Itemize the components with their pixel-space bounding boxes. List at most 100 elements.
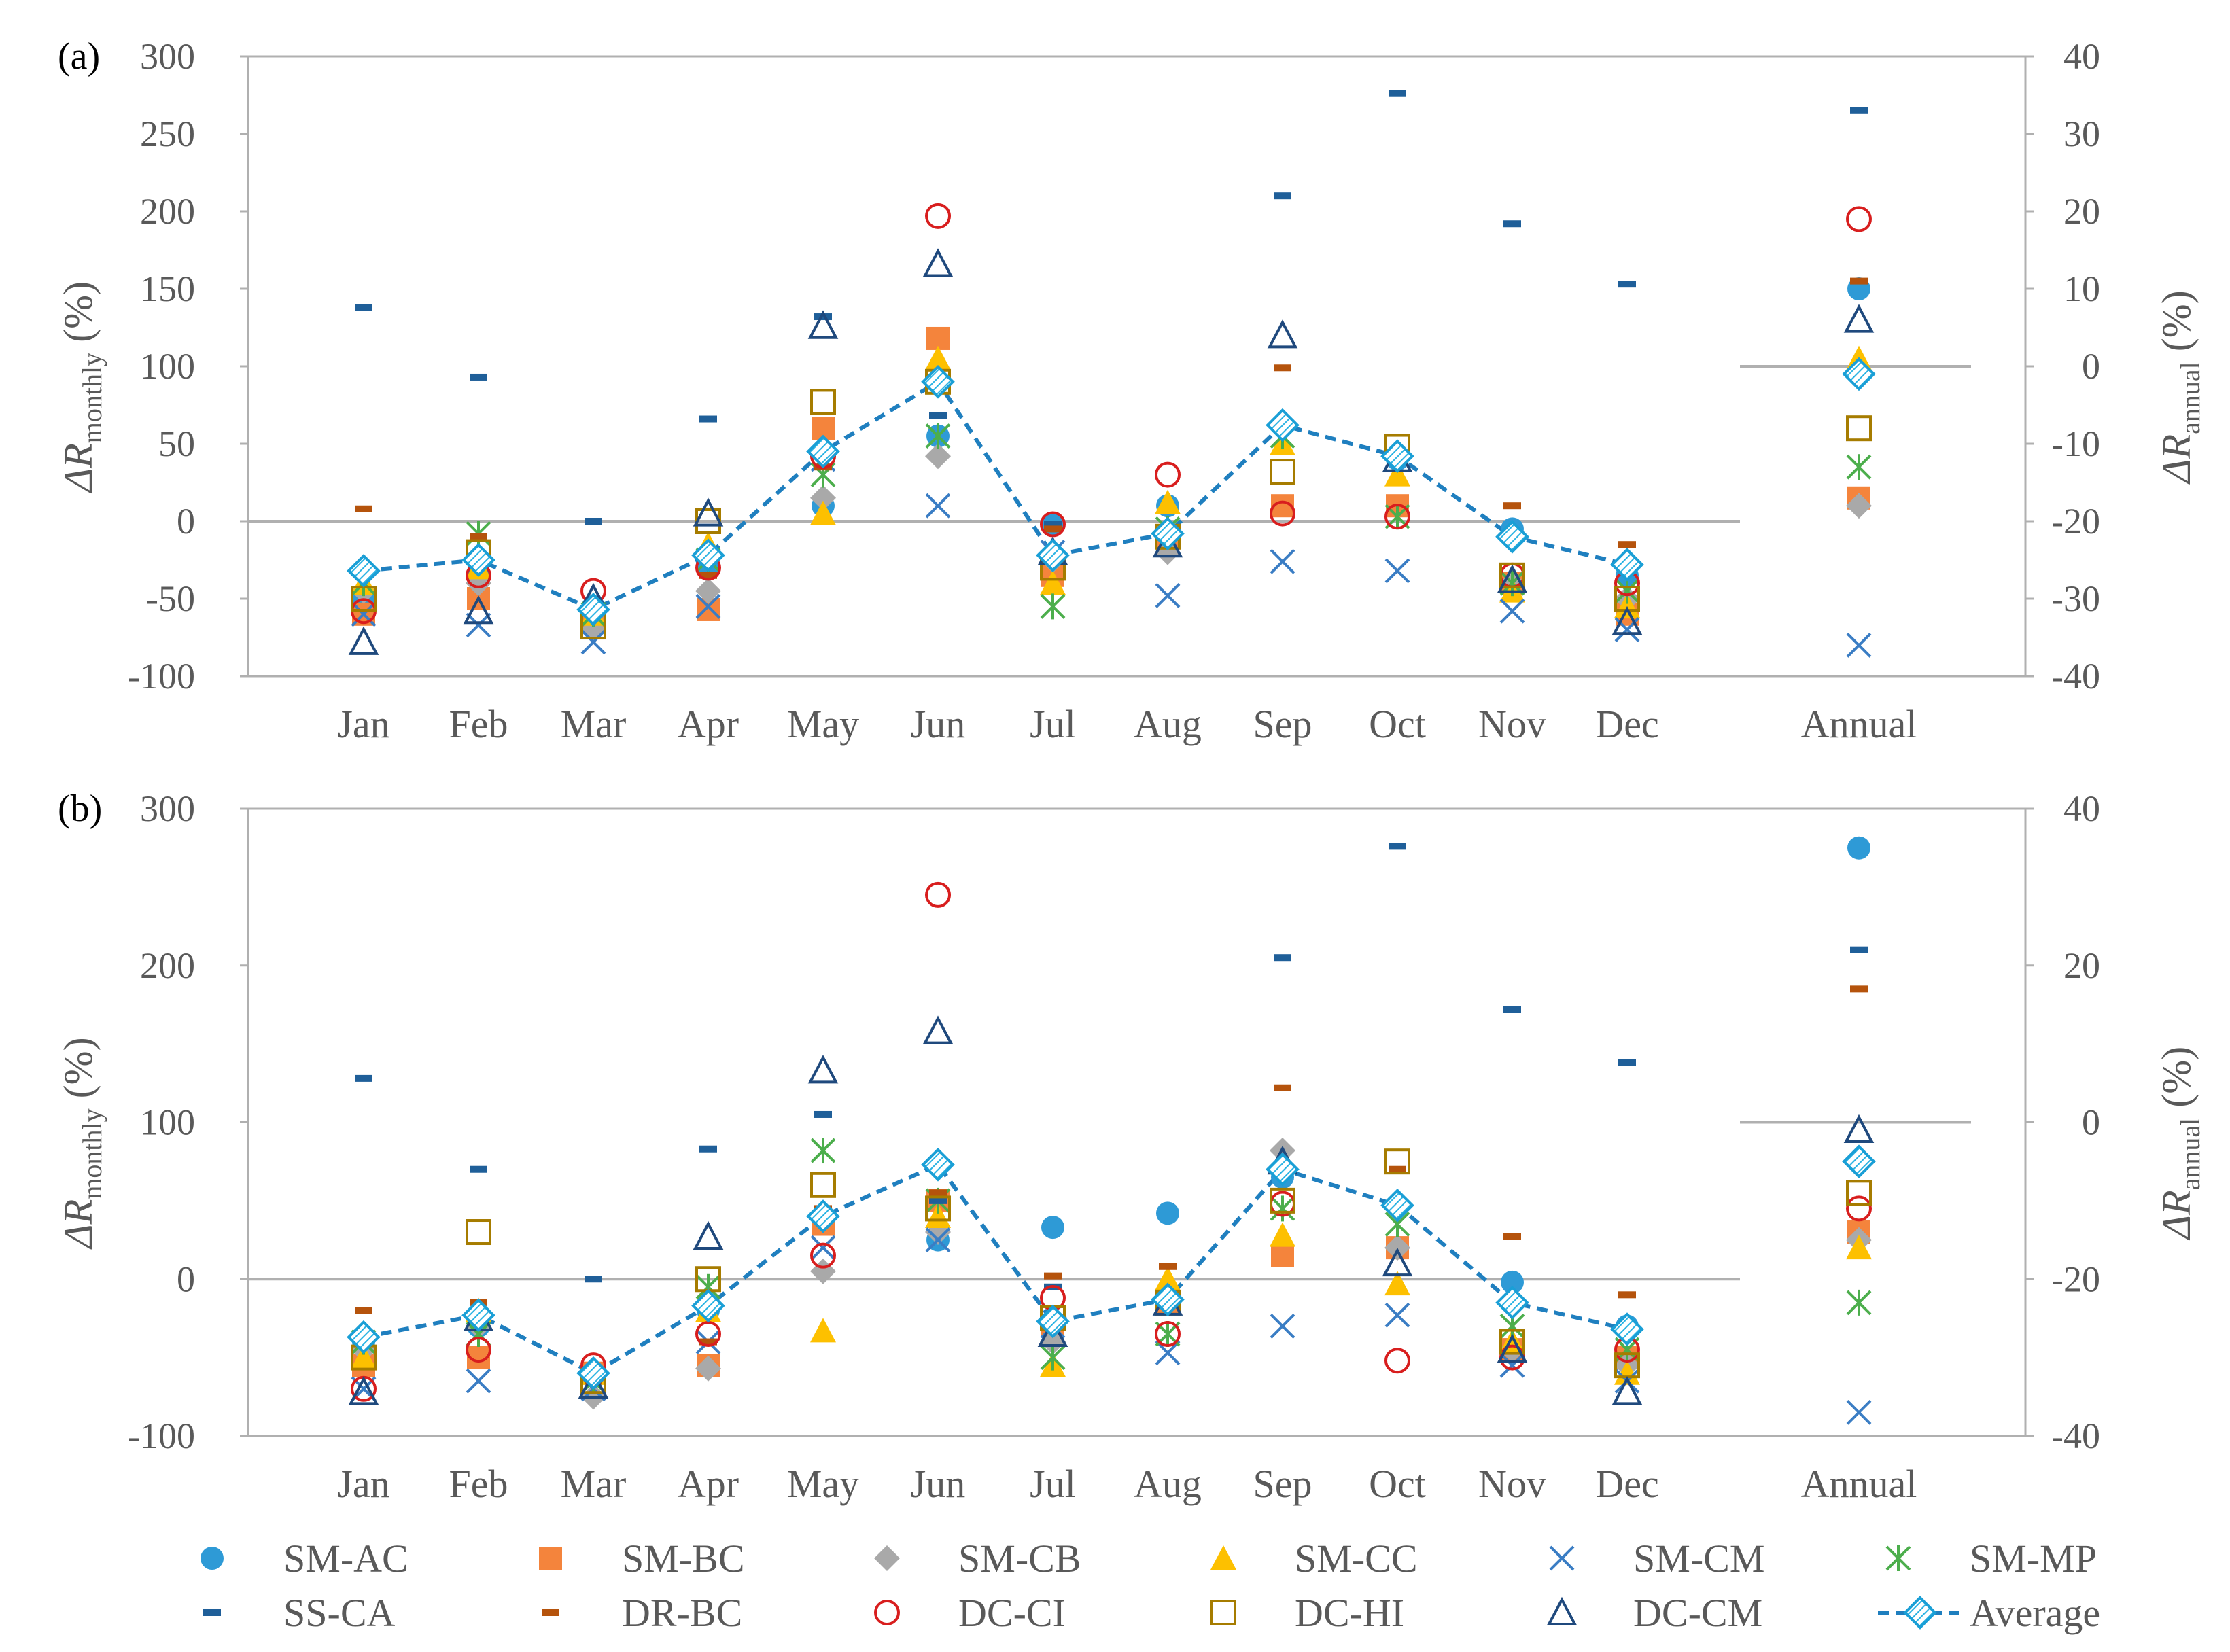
point-sm-cm-mar-stroke	[580, 629, 606, 655]
point-dc-hi-sep	[1270, 1187, 1295, 1214]
point-sm-cm-oct	[1384, 1302, 1410, 1328]
y2-tick-label: 20	[2063, 945, 2100, 986]
point-dc-cm-mar	[578, 1369, 609, 1399]
legend-item-sm-cb: SM-CB	[874, 1536, 1081, 1581]
x-tick-label-oct: Oct	[1369, 702, 1426, 746]
point-dc-ci-sep	[1270, 500, 1295, 527]
point-dr-bc-annual	[1850, 985, 1868, 993]
y-tick-label: 0	[177, 501, 195, 542]
point-ss-ca-may	[814, 1110, 832, 1118]
point-sm-cm-aug	[1155, 1340, 1181, 1366]
point-average-feb	[461, 543, 495, 577]
x-tick-label-mar: Mar	[561, 1462, 627, 1506]
x-tick-label-oct: Oct	[1369, 1462, 1426, 1506]
point-average-sep	[1266, 1152, 1300, 1187]
series-sm-mp	[351, 1138, 1872, 1394]
y2-axis-label-sub: annual	[2175, 362, 2206, 434]
y-tick-label: 300	[140, 36, 195, 77]
point-average-feb	[461, 1298, 495, 1333]
point-average-oct	[1380, 439, 1414, 474]
legend-marker-sm-cb	[874, 1545, 900, 1571]
point-sm-ac-annual	[1847, 836, 1870, 860]
point-sm-cm-annual-stroke	[1846, 1399, 1872, 1425]
legend-label-dc-hi: DC-HI	[1295, 1591, 1404, 1635]
point-ss-ca-jan	[355, 1074, 372, 1082]
y2-axis-label-main: ΔR	[2154, 1190, 2199, 1240]
x-tick-label-dec: Dec	[1595, 702, 1658, 746]
point-ss-ca-jun	[929, 412, 947, 419]
point-average-apr	[691, 538, 725, 572]
point-dc-cm-jan	[348, 1376, 379, 1405]
y2-axis-label-unit: (%)	[2154, 290, 2199, 362]
series-dr-bc	[355, 277, 1868, 610]
point-dr-bc-jul	[1044, 1272, 1062, 1280]
point-sm-cc-sep	[1270, 1222, 1295, 1247]
point-dc-cm-feb	[463, 595, 494, 625]
point-ss-ca-oct	[1389, 90, 1406, 97]
x-tick-label-jan: Jan	[337, 702, 389, 746]
legend-label-sm-cb: SM-CB	[958, 1536, 1081, 1581]
legend-marker-sm-mp	[1885, 1545, 1911, 1571]
series-sm-cc	[351, 1203, 1872, 1385]
point-average-jun	[921, 364, 955, 399]
x-tick-label-annual: Annual	[1801, 702, 1917, 746]
point-sm-cc-aug	[1155, 1266, 1181, 1291]
point-sm-cm-oct-stroke	[1384, 558, 1410, 584]
y-axis-label-sub: monthly	[77, 1108, 107, 1199]
x-tick-label-mar: Mar	[561, 702, 627, 746]
point-average-oct	[1380, 1188, 1414, 1223]
point-sm-cm-annual	[1846, 632, 1872, 658]
x-tick-label-dec: Dec	[1595, 1462, 1658, 1506]
point-average-jun	[921, 1147, 955, 1182]
y2-tick-label: 20	[2063, 191, 2100, 232]
x-tick-label-aug: Aug	[1134, 702, 1202, 746]
point-sm-mp-sep	[1270, 1195, 1295, 1222]
y2-tick-label: -30	[2051, 578, 2100, 619]
y-axis-label: ΔRmonthly (%)	[56, 281, 107, 493]
x-tick-label-sep: Sep	[1253, 702, 1312, 746]
series-sm-mp	[351, 423, 1872, 627]
y-axis-label-unit: (%)	[56, 281, 101, 353]
point-sm-cm-sep	[1270, 548, 1295, 574]
point-sm-cm-nov	[1499, 598, 1525, 624]
y-axis-label-main: ΔR	[56, 443, 101, 493]
point-sm-cb-may	[810, 485, 836, 511]
point-dr-bc-apr	[699, 572, 717, 579]
panel-label: (a)	[58, 35, 100, 77]
point-dr-bc-nov	[1503, 502, 1521, 510]
x-tick-label-sep: Sep	[1253, 1462, 1312, 1506]
legend-marker-average	[1903, 1596, 1937, 1630]
point-sm-cc-oct	[1384, 461, 1410, 487]
point-dc-cm-may	[807, 1055, 839, 1084]
y-tick-label: -100	[128, 656, 195, 697]
y2-axis-label: ΔRannual (%)	[2154, 290, 2206, 484]
legend-marker-dc-hi	[1210, 1600, 1236, 1625]
point-dc-cm-annual	[1843, 1114, 1875, 1144]
y2-tick-label: 0	[2082, 346, 2100, 387]
y2-tick-label: 30	[2063, 113, 2100, 154]
point-dr-bc-annual	[1850, 277, 1868, 285]
series-sm-bc	[352, 326, 1870, 634]
legend-item-sm-cm: SM-CM	[1549, 1536, 1764, 1581]
series-sm-ac	[352, 277, 1870, 618]
point-sm-cm-nov-stroke	[1499, 598, 1525, 624]
point-sm-cb-apr	[695, 578, 721, 604]
point-dr-bc-nov	[1503, 1233, 1521, 1240]
y2-tick-label: 10	[2063, 268, 2100, 309]
series-dc-ci	[351, 203, 1872, 625]
point-dr-bc-jan	[355, 505, 372, 512]
point-average-may	[806, 434, 840, 469]
point-dr-bc-dec	[1618, 541, 1636, 548]
point-sm-cm-mar	[580, 629, 606, 655]
x-tick-label-may: May	[787, 702, 859, 746]
point-ss-ca-feb	[470, 373, 487, 381]
point-sm-cc-jun	[925, 1203, 951, 1228]
chart-panel-a: -100-50050100150200250300-40-30-20-10010…	[56, 35, 2206, 746]
point-dr-bc-oct	[1389, 1165, 1406, 1173]
point-sm-cc-jul	[1040, 570, 1066, 595]
point-sm-mp-jul	[1040, 1344, 1066, 1371]
average-line	[363, 1162, 1628, 1376]
average-line	[363, 379, 1628, 612]
point-sm-cm-nov	[1499, 1352, 1525, 1378]
